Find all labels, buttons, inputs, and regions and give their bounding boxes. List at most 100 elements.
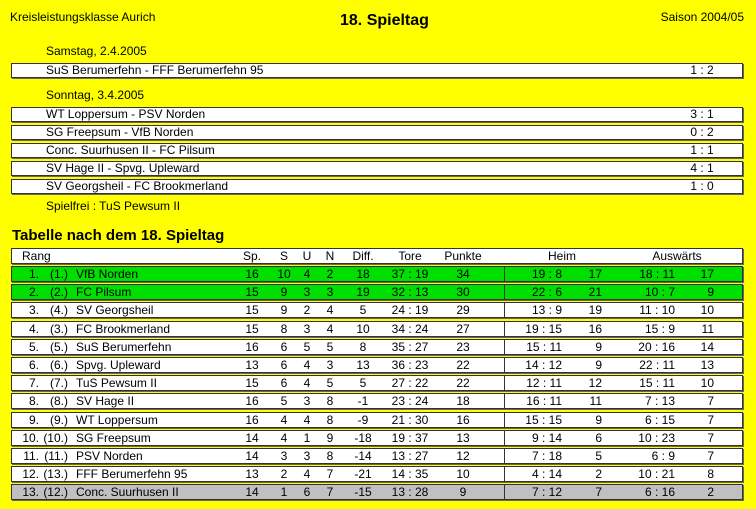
away-goals: 6 : 9 <box>651 449 675 463</box>
away-goals: 7 : 13 <box>644 394 675 409</box>
match-row: SV Georgsheil - FC Brookmerland 1 : 0 <box>11 179 743 194</box>
home-goals: 15 : 15 <box>525 412 562 427</box>
table-row: 7. (7.) TuS Pewsum II 15 6 4 5 5 27 : 22… <box>11 375 743 392</box>
header-auswaerts: Auswärts <box>652 249 702 263</box>
games: 14 <box>245 485 259 500</box>
match-row: WT Loppersum - PSV Norden 3 : 1 <box>11 107 743 122</box>
table-row: 8. (8.) SV Hage II 16 5 3 8 -1 23 : 24 1… <box>11 393 743 410</box>
away-points: 10 <box>700 303 714 318</box>
team-name: FFF Berumerfehn 95 <box>76 467 188 482</box>
column-divider <box>504 430 505 445</box>
previous-rank: (3.) <box>50 321 68 336</box>
games: 15 <box>245 321 259 336</box>
points: 18 <box>456 394 470 409</box>
goal-diff: 19 <box>356 285 370 300</box>
match-result: 1 : 0 <box>690 179 714 193</box>
match-pairing: SV Georgsheil - FC Brookmerland <box>46 179 229 193</box>
away-goals: 6 : 16 <box>644 485 675 500</box>
draws: 3 <box>303 449 311 463</box>
previous-rank: (6.) <box>50 358 68 372</box>
page-title: 18. Spieltag <box>340 12 429 29</box>
wins: 6 <box>280 358 288 372</box>
home-goals: 16 : 11 <box>526 394 562 409</box>
away-goals: 10 : 23 <box>638 430 675 445</box>
column-divider <box>504 485 505 500</box>
games: 14 <box>245 449 259 463</box>
goals: 24 : 19 <box>391 303 429 318</box>
table-row: 11. (11.) PSV Norden 14 3 3 8 -14 13 : 2… <box>11 448 743 464</box>
draws: 6 <box>303 485 311 500</box>
wins: 10 <box>277 267 291 281</box>
wins: 4 <box>280 430 288 445</box>
goal-diff: 13 <box>356 358 370 372</box>
team-name: FC Pilsum <box>76 285 132 300</box>
header-heim: Heim <box>547 249 576 263</box>
away-points: 7 <box>707 430 714 445</box>
home-goals: 15 : 11 <box>526 339 562 354</box>
home-points: 5 <box>595 449 602 463</box>
draws: 3 <box>303 321 311 336</box>
losses: 4 <box>326 303 334 318</box>
home-points: 17 <box>588 267 602 281</box>
away-points: 8 <box>707 467 714 482</box>
losses: 5 <box>326 339 334 354</box>
rank: 7. <box>28 376 39 391</box>
away-goals: 18 : 11 <box>639 267 675 281</box>
match-result: 3 : 1 <box>690 107 714 121</box>
team-name: Conc. Suurhusen II <box>76 485 179 500</box>
home-points: 6 <box>595 430 602 445</box>
losses: 8 <box>326 449 334 463</box>
match-result: 1 : 1 <box>690 143 714 157</box>
points: 27 <box>456 321 470 336</box>
points: 10 <box>456 467 470 482</box>
away-points: 13 <box>700 358 714 372</box>
previous-rank: (12.) <box>43 485 68 500</box>
away-goals: 10 : 21 <box>638 467 675 482</box>
points: 22 <box>456 358 470 372</box>
goal-diff: 8 <box>359 339 367 354</box>
season: Saison 2004/05 <box>660 10 744 24</box>
table-row: 9. (9.) WT Loppersum 16 4 4 8 -9 21 : 30… <box>11 411 743 428</box>
previous-rank: (8.) <box>50 394 68 409</box>
draws: 3 <box>303 394 311 409</box>
draws: 4 <box>303 267 311 281</box>
column-divider <box>504 376 505 391</box>
match-pairing: SG Freepsum - VfB Norden <box>46 125 194 139</box>
rank: 13. <box>22 485 39 500</box>
points: 29 <box>456 303 470 318</box>
rank: 1. <box>28 267 39 281</box>
draws: 4 <box>303 467 311 482</box>
points: 16 <box>456 412 470 427</box>
previous-rank: (11.) <box>44 449 68 463</box>
goals: 37 : 19 <box>391 267 429 281</box>
games: 16 <box>245 267 259 281</box>
previous-rank: (7.) <box>50 376 68 391</box>
previous-rank: (13.) <box>43 467 68 482</box>
previous-rank: (2.) <box>50 285 68 300</box>
goals: 21 : 30 <box>391 412 429 427</box>
previous-rank: (9.) <box>50 412 68 427</box>
header-rang: Rang <box>22 249 51 263</box>
header-sp: Sp. <box>242 249 261 263</box>
points: 30 <box>456 285 470 300</box>
home-goals: 9 : 14 <box>531 430 562 445</box>
wins: 3 <box>280 449 288 463</box>
wins: 6 <box>280 376 288 391</box>
goal-diff: 18 <box>356 267 370 281</box>
home-goals: 7 : 18 <box>531 449 562 463</box>
points: 34 <box>456 267 470 281</box>
draws: 3 <box>303 285 311 300</box>
wins: 9 <box>280 303 288 318</box>
table-header: Rang Sp. S U N Diff. Tore Punkte Heim Au… <box>11 248 743 264</box>
table-row: 12. (13.) FFF Berumerfehn 95 13 2 4 7 -2… <box>11 466 743 483</box>
goal-diff: 5 <box>359 303 367 318</box>
goals: 19 : 37 <box>391 430 429 445</box>
away-points: 10 <box>700 376 714 391</box>
goal-diff: -1 <box>357 394 369 409</box>
goals: 34 : 24 <box>391 321 429 336</box>
goals: 13 : 28 <box>391 485 429 500</box>
losses: 5 <box>326 376 334 391</box>
team-name: SV Georgsheil <box>76 303 154 318</box>
games: 16 <box>245 394 259 409</box>
away-points: 9 <box>707 285 714 300</box>
